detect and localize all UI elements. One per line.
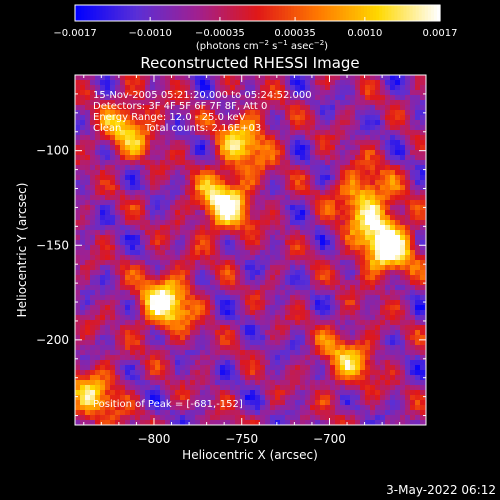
annotation-peak-position: Position of Peak = [-681,-152] <box>93 399 243 410</box>
plot-frame <box>74 74 427 426</box>
colorbar-gradient <box>75 5 441 21</box>
colorbar-unit-label: (photons cm−2 s−1 asec−2) <box>196 39 328 52</box>
heatmap-image <box>75 75 426 425</box>
x-tick-label: −700 <box>313 432 346 446</box>
annotation-energy-range: Energy Range: 12.0 - 25.0 keV <box>93 112 246 123</box>
y-tick-label: −100 <box>36 144 69 158</box>
colorbar-ticks: −0.0017 −0.0010 −0.00035 0.00035 0.0010 0.001… <box>53 17 458 39</box>
y-axis-label: Heliocentric Y (arcsec) <box>15 183 29 318</box>
colorbar-frame <box>74 4 441 22</box>
colorbar-tick-label: 0.00035 <box>274 28 315 39</box>
annotation-detectors: Detectors: 3F 4F 5F 6F 7F 8F, Att 0 <box>93 101 267 112</box>
y-tick-label: −200 <box>36 333 69 347</box>
x-axis-label: Heliocentric X (arcsec) <box>182 448 318 462</box>
axis-ticks: −800 −750 −700 −100 −150 −200 <box>36 74 426 446</box>
y-tick-label: −150 <box>36 238 69 252</box>
chart-title: Reconstructed RHESSI Image <box>140 54 359 72</box>
colorbar-tick-label: 0.0017 <box>423 28 458 39</box>
colorbar-tick-label: −0.00035 <box>195 28 245 39</box>
annotation-block: 15-Nov-2005 05:21:20.000 to 05:24:52.000… <box>93 90 312 410</box>
colorbar-tick-label: −0.0017 <box>53 28 96 39</box>
annotation-clean: Clean <box>93 123 121 134</box>
x-tick-label: −750 <box>225 432 258 446</box>
colorbar-tick-label: 0.0010 <box>347 28 382 39</box>
annotation-time-range: 15-Nov-2005 05:21:20.000 to 05:24:52.000 <box>93 90 312 101</box>
colorbar-tick-label: −0.0010 <box>128 28 171 39</box>
timestamp: 3-May-2022 06:12 <box>386 483 496 497</box>
colorbar: −0.0017 −0.0010 −0.00035 0.00035 0.0010 0.001… <box>53 4 458 52</box>
x-tick-label: −800 <box>137 432 170 446</box>
annotation-total-counts: Total counts: 2.16E+03 <box>144 123 261 134</box>
